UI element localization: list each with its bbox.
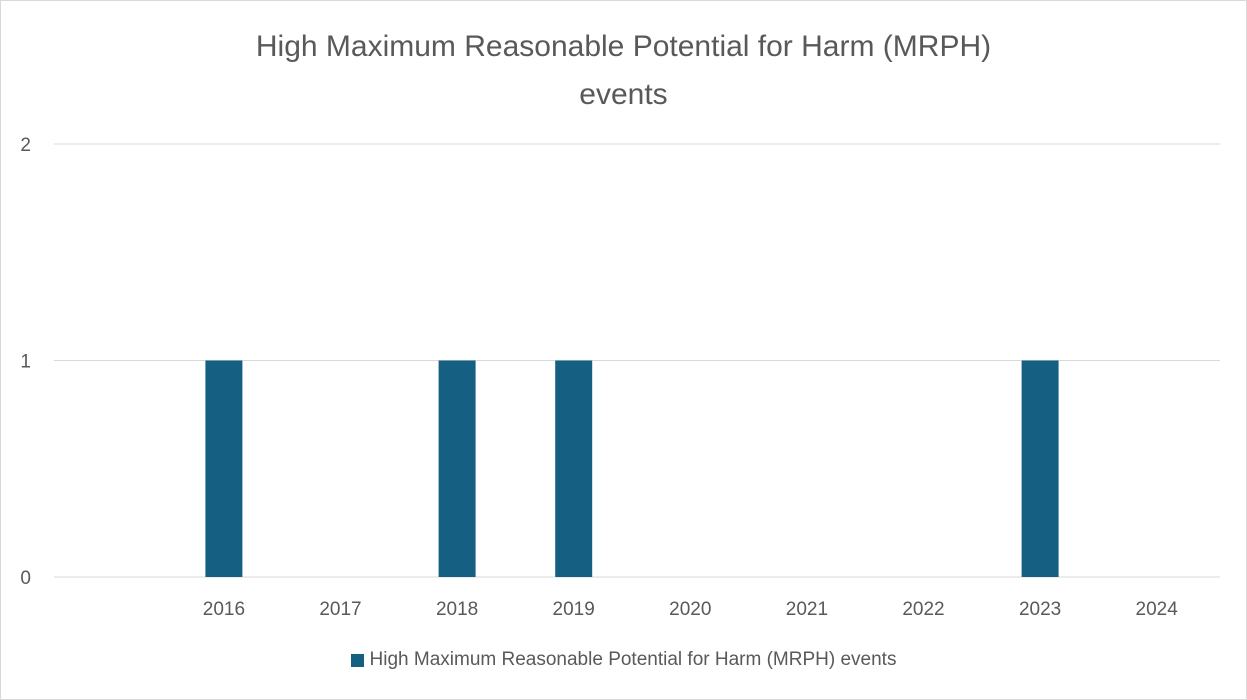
x-tick-label-2017: 2017 [319,599,361,620]
bar-2018 [438,360,476,577]
chart-title-line-1: High Maximum Reasonable Potential for Ha… [255,30,992,63]
x-tick-label-2024: 2024 [1136,599,1179,620]
x-tick-label-2023: 2023 [1019,599,1061,620]
x-tick-label-2021: 2021 [786,599,828,620]
chart-title: High Maximum Reasonable Potential for Ha… [1,23,1246,119]
x-tick-label-2020: 2020 [669,599,711,620]
y-tick-label-0: 0 [20,568,31,589]
legend-swatch [350,653,364,667]
legend: High Maximum Reasonable Potential for Ha… [1,649,1246,671]
bar-2023 [1021,360,1059,577]
x-tick-label-2019: 2019 [553,599,595,620]
x-tick-label-2022: 2022 [902,599,944,620]
x-tick-label-2016: 2016 [203,599,245,620]
plot-area: 0 1 2 2016 2017 2018 2019 2020 2021 2022 2023 2024 [20,135,1220,620]
y-tick-label-1: 1 [20,352,31,373]
bar-2016 [205,360,243,577]
legend-label: High Maximum Reasonable Potential for Ha… [369,649,897,670]
chart-title-line-2: events [579,78,668,111]
y-tick-label-2: 2 [20,135,31,156]
bar-2019 [555,360,593,577]
x-tick-label-2018: 2018 [436,599,478,620]
